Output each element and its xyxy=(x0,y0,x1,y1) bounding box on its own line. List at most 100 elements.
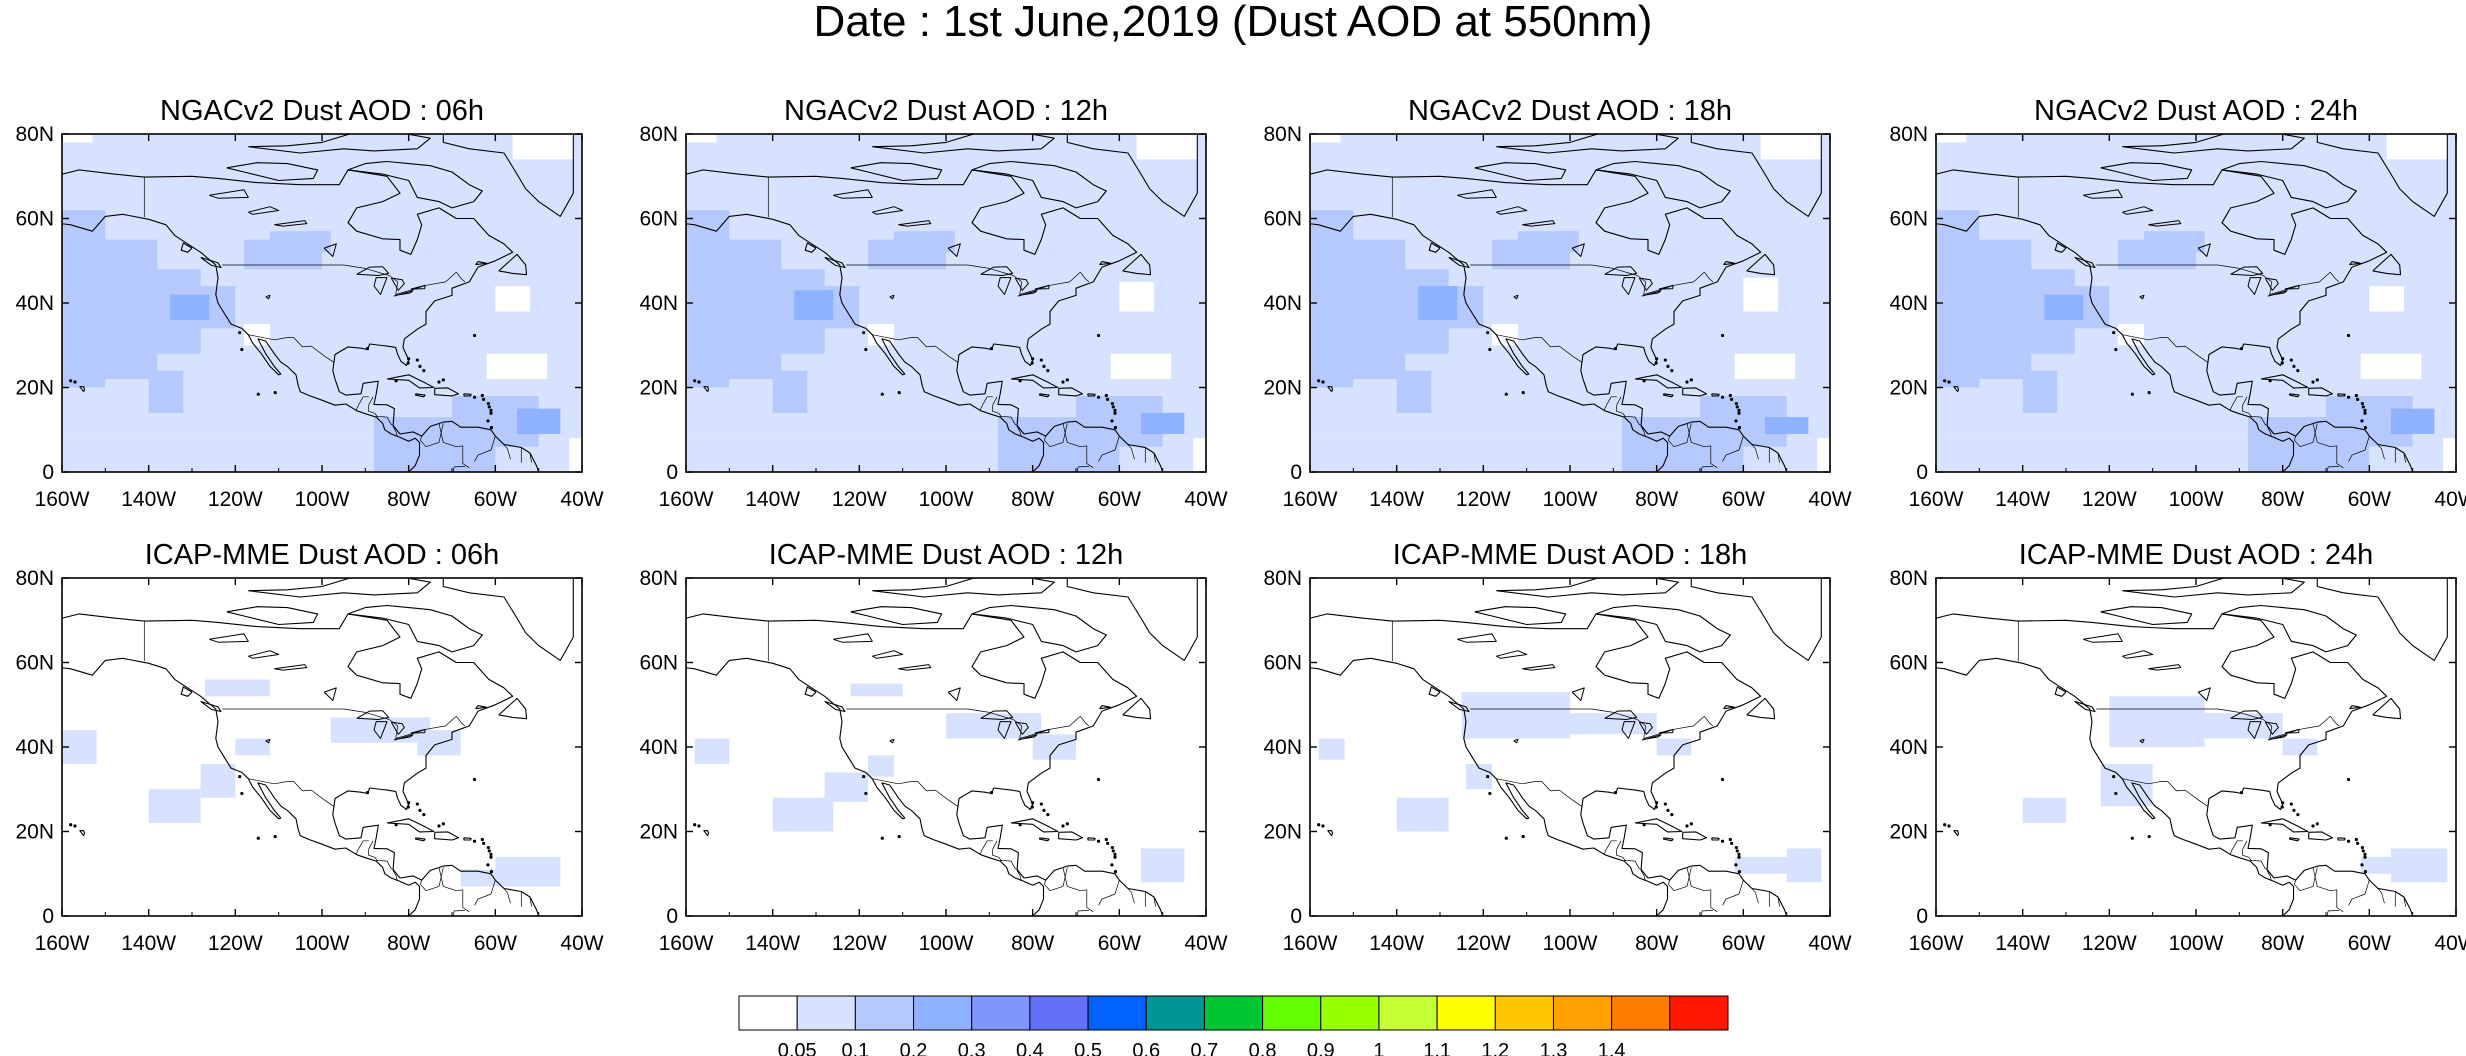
lon-tick-label: 140W xyxy=(745,932,800,955)
lon-tick-label: 60W xyxy=(1722,932,1765,955)
island-dot xyxy=(487,405,491,409)
island-dot xyxy=(1113,852,1117,856)
island-dot xyxy=(880,392,884,396)
island-dot xyxy=(1730,397,1734,401)
country-border xyxy=(2250,859,2268,870)
island-dot xyxy=(1039,358,1043,362)
lat-tick-label: 40N xyxy=(639,292,678,315)
lat-tick-label: 20N xyxy=(639,377,678,400)
lake-outline xyxy=(1513,294,1519,300)
country-border xyxy=(1127,888,1135,904)
coastline xyxy=(686,213,1045,472)
aod-cell xyxy=(850,683,903,697)
coastline xyxy=(79,386,86,393)
lake-outline xyxy=(1621,277,1636,295)
island-dot xyxy=(2361,849,2365,853)
aod-cell xyxy=(2022,370,2058,413)
island-dot xyxy=(1720,777,1725,782)
country-border xyxy=(1751,444,1759,460)
coastline xyxy=(686,657,1045,916)
aod-cell xyxy=(1936,210,1980,388)
coastline xyxy=(2372,697,2402,720)
country-border xyxy=(474,879,496,906)
lake-outline xyxy=(323,687,337,701)
island-dot xyxy=(273,390,277,395)
coastline xyxy=(1058,831,1084,841)
lake-outline xyxy=(2264,277,2279,291)
coastline xyxy=(226,606,319,626)
lon-tick-label: 120W xyxy=(2082,488,2137,511)
coastline xyxy=(2054,242,2067,253)
island-dot xyxy=(2130,836,2134,840)
island-dot xyxy=(1042,364,1046,368)
lat-tick-label: 20N xyxy=(15,377,54,400)
lon-tick-label: 40W xyxy=(1184,488,1227,511)
colorbar-swatch xyxy=(738,995,798,1031)
aod-cell xyxy=(1119,281,1154,312)
coastline xyxy=(347,604,483,653)
lon-tick-label: 80W xyxy=(1011,932,1054,955)
panel-title: ICAP-MME Dust AOD : 18h xyxy=(1393,539,1748,571)
lake-outline xyxy=(2267,290,2288,297)
country-border xyxy=(1153,454,1157,463)
aod-cell xyxy=(1396,797,1449,832)
aod-cell xyxy=(1461,692,1570,739)
lon-tick-label: 120W xyxy=(208,932,263,955)
island-dot xyxy=(2281,357,2285,361)
aod-cell xyxy=(772,797,834,832)
lake-outline xyxy=(323,243,337,257)
island-dot xyxy=(482,841,486,845)
island-dot xyxy=(2363,852,2367,856)
lake-outline xyxy=(209,633,249,643)
colorbar-label: 0.5 xyxy=(1074,1040,1102,1056)
coastline xyxy=(2122,134,2305,154)
aod-cell xyxy=(1743,277,1778,312)
coastline xyxy=(1087,837,1096,841)
aod-cell xyxy=(1570,713,1657,735)
island-dot xyxy=(1317,823,1321,827)
country-border xyxy=(438,423,470,469)
lat-tick-label: 20N xyxy=(15,821,54,844)
island-dot xyxy=(1106,841,1110,845)
lake-outline xyxy=(2247,277,2262,295)
map-panel: NGACv2 Dust AOD : 24h 160W 140W 120W 100W 80W… xyxy=(1889,95,2466,511)
coastlines xyxy=(1310,134,1822,472)
island-dot xyxy=(2239,347,2244,351)
island-dot xyxy=(238,774,242,779)
aod-cell xyxy=(1734,856,1787,874)
island-dot xyxy=(1521,834,1525,839)
panel-title: ICAP-MME Dust AOD : 06h xyxy=(145,539,500,571)
colorbar-swatch xyxy=(796,995,856,1031)
coastline xyxy=(2337,393,2346,397)
aod-cell xyxy=(686,210,730,388)
lake-outline xyxy=(980,266,1014,276)
island-dot xyxy=(486,863,490,867)
lake-outline xyxy=(390,277,405,291)
lon-tick-label: 80W xyxy=(387,488,430,511)
lon-tick-label: 120W xyxy=(1456,932,1511,955)
map-panel: ICAP-MME Dust AOD : 18h 160W 140W 120W 100W 8… xyxy=(1263,539,1851,955)
lat-tick-label: 0 xyxy=(1916,461,1928,484)
aod-cell xyxy=(1032,734,1076,760)
country-border xyxy=(2122,334,2209,363)
coastline xyxy=(475,705,488,710)
island-dot xyxy=(480,393,484,398)
colorbar-label: 0.7 xyxy=(1191,1040,1219,1056)
aod-cell xyxy=(1418,286,1458,320)
island-dot xyxy=(1113,870,1118,874)
country-border xyxy=(2312,867,2344,913)
island-dot xyxy=(1654,805,1658,809)
island-dot xyxy=(2363,411,2367,415)
island-dot xyxy=(697,380,701,384)
country-border xyxy=(1591,708,1714,739)
island-dot xyxy=(697,824,701,828)
colorbar-swatch xyxy=(1203,995,1264,1031)
coastline xyxy=(850,162,943,182)
island-dot xyxy=(1663,802,1667,806)
coastline xyxy=(475,261,488,266)
colorbar-swatch xyxy=(1611,995,1671,1031)
island-dot xyxy=(1737,411,1741,415)
island-dot xyxy=(1096,333,1101,338)
coastline xyxy=(804,686,817,697)
aod-cell xyxy=(517,408,561,434)
